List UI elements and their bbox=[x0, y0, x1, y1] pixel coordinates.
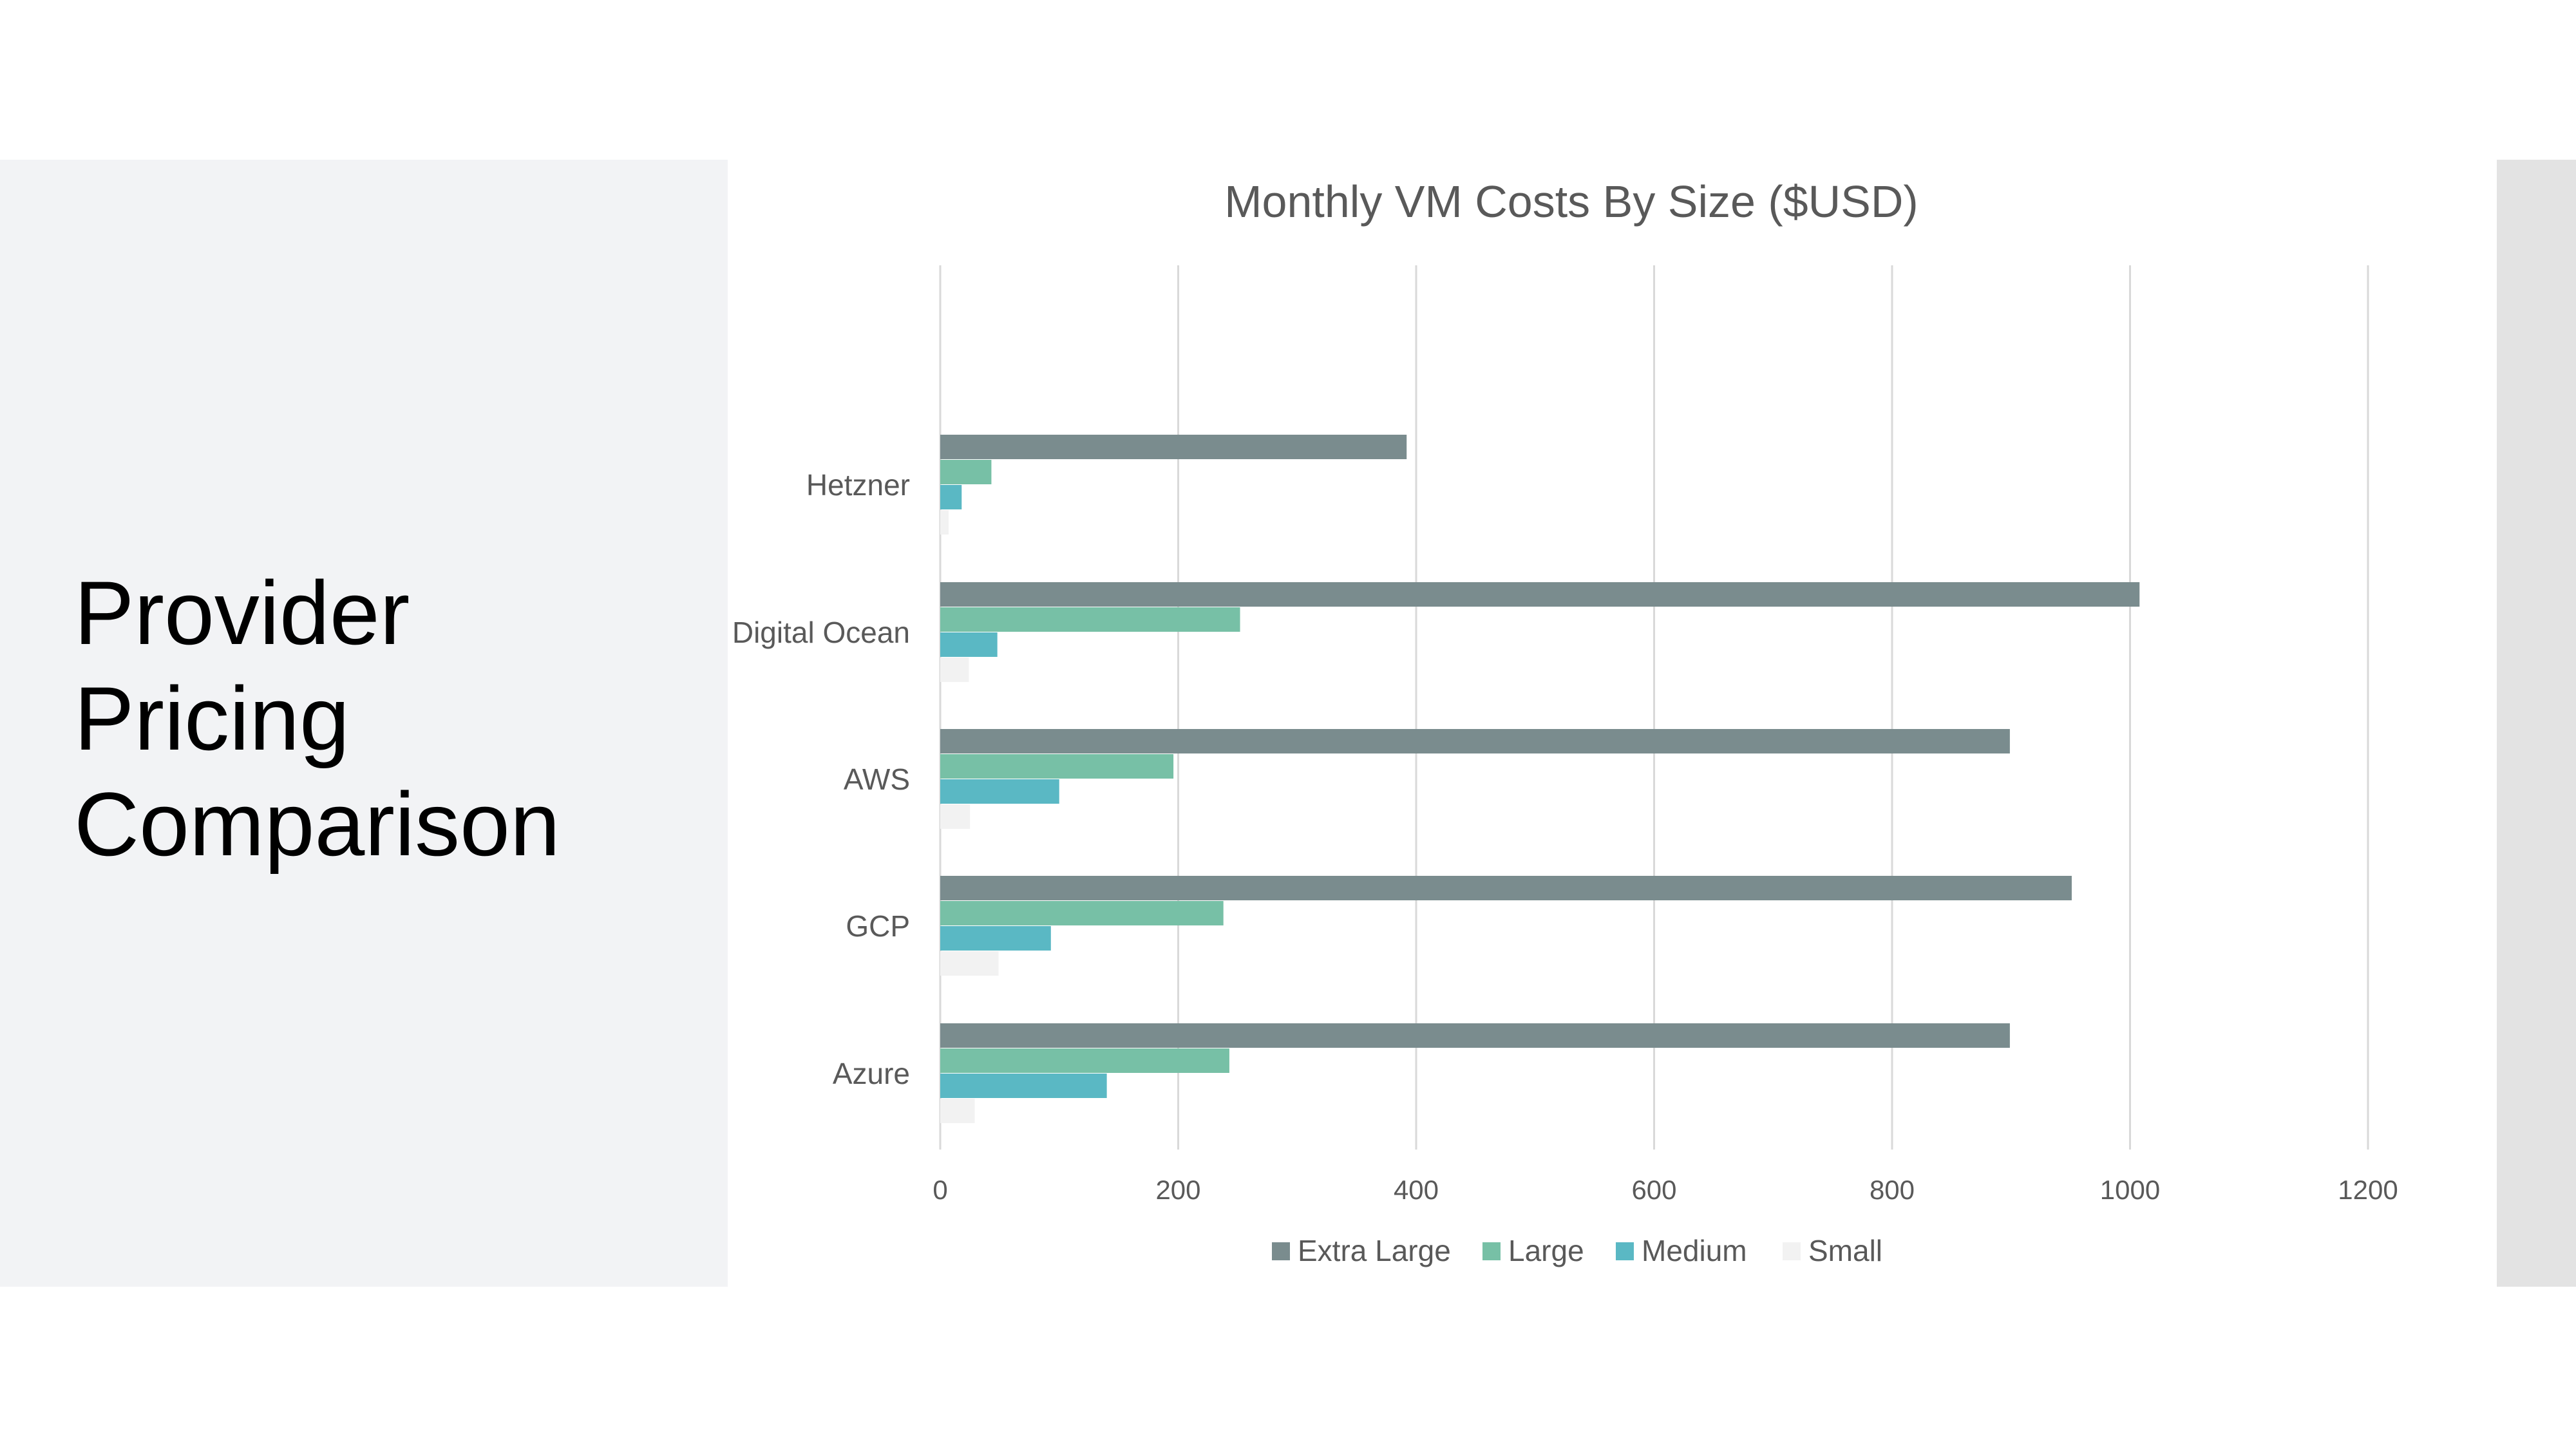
title-panel bbox=[0, 160, 728, 1287]
bar-medium bbox=[940, 632, 998, 657]
x-tick-label: 0 bbox=[933, 1175, 947, 1205]
x-axis-ticks: 0 200 400 600 800 1000 1200 bbox=[933, 1175, 2398, 1205]
chart-title: Monthly VM Costs By Size ($USD) bbox=[1224, 176, 1918, 227]
bar-large bbox=[940, 607, 1240, 632]
legend-swatch bbox=[1616, 1242, 1634, 1260]
x-tick-label: 1000 bbox=[2100, 1175, 2160, 1205]
right-edge-strip bbox=[2497, 160, 2576, 1287]
category-label: Azure bbox=[833, 1057, 910, 1090]
bar-small bbox=[940, 804, 971, 829]
legend-swatch bbox=[1482, 1242, 1501, 1260]
category-label: Digital Ocean bbox=[732, 616, 910, 649]
legend-swatch bbox=[1783, 1242, 1801, 1260]
x-tick-label: 200 bbox=[1155, 1175, 1200, 1205]
bar-small bbox=[940, 951, 999, 976]
category-label: Hetzner bbox=[806, 468, 910, 502]
bar-small bbox=[940, 1099, 975, 1123]
legend-label: Large bbox=[1508, 1234, 1584, 1267]
bar-large bbox=[940, 460, 992, 484]
legend-label: Extra Large bbox=[1298, 1234, 1451, 1267]
bar-extra-large bbox=[940, 876, 2072, 900]
x-tick-label: 800 bbox=[1870, 1175, 1915, 1205]
legend-swatch bbox=[1272, 1242, 1290, 1260]
bar-medium bbox=[940, 485, 962, 509]
bar-medium bbox=[940, 779, 1059, 804]
bar-small bbox=[940, 510, 949, 535]
bar-medium bbox=[940, 926, 1051, 951]
bar-large bbox=[940, 1048, 1229, 1073]
legend-label: Medium bbox=[1642, 1234, 1747, 1267]
x-tick-label: 1200 bbox=[2338, 1175, 2398, 1205]
bars bbox=[940, 435, 2140, 1123]
bar-extra-large bbox=[940, 1023, 2010, 1048]
category-label: AWS bbox=[844, 762, 910, 796]
legend: Extra Large Large Medium Small bbox=[1272, 1234, 1882, 1267]
bar-large bbox=[940, 901, 1224, 925]
bar-large bbox=[940, 754, 1174, 779]
bar-medium bbox=[940, 1074, 1107, 1098]
bar-extra-large bbox=[940, 435, 1407, 459]
x-tick-label: 400 bbox=[1394, 1175, 1439, 1205]
bar-small bbox=[940, 658, 969, 682]
category-label: GCP bbox=[846, 909, 910, 943]
x-tick-label: 600 bbox=[1631, 1175, 1676, 1205]
bar-extra-large bbox=[940, 582, 2140, 607]
bar-extra-large bbox=[940, 729, 2010, 753]
legend-label: Small bbox=[1808, 1234, 1882, 1267]
slide-title: Provider Pricing Comparison bbox=[74, 562, 560, 875]
gridlines bbox=[939, 265, 2369, 1150]
category-axis: Hetzner Digital Ocean AWS GCP Azure bbox=[732, 468, 910, 1090]
